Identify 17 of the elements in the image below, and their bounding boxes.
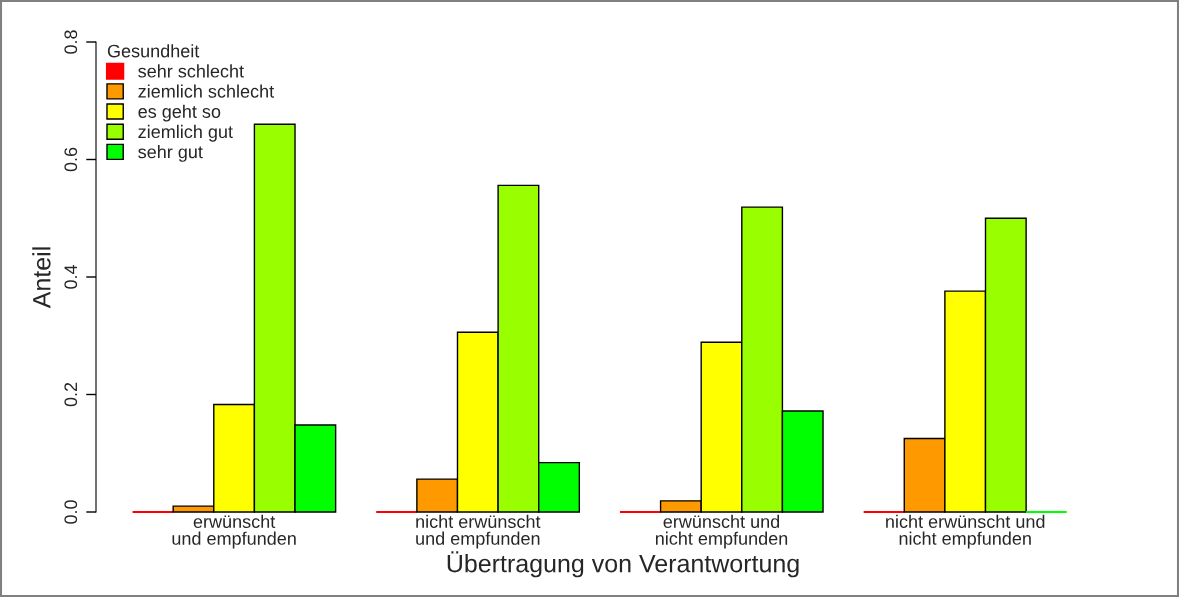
legend-label: es geht so [138, 104, 221, 122]
y-tick-label: 0.4 [64, 264, 78, 289]
legend-label: sehr schlecht [138, 64, 244, 78]
y-tick-label: 0.2 [64, 382, 78, 407]
y-tick-label: 0.6 [64, 147, 78, 172]
x-tick-label: erwünscht und empfunden [172, 514, 296, 549]
y-tick-label: 0.0 [64, 500, 78, 524]
legend-title: Gesundheit [107, 44, 200, 58]
legend-label: ziemlich gut [138, 124, 233, 142]
x-tick-label: nicht erwünscht und nicht empfunden [886, 514, 1045, 549]
x-tick-label: nicht erwünscht und empfunden [416, 514, 541, 549]
y-axis-title: Anteil [32, 247, 51, 309]
x-axis-title: Übertragung von Verantwortung [447, 551, 799, 578]
legend-label: sehr gut [138, 145, 203, 162]
x-tick-label: erwünscht und nicht empfunden [655, 514, 788, 549]
legend-label: ziemlich schlecht [138, 84, 275, 98]
y-tick-label: 0.8 [64, 30, 78, 54]
